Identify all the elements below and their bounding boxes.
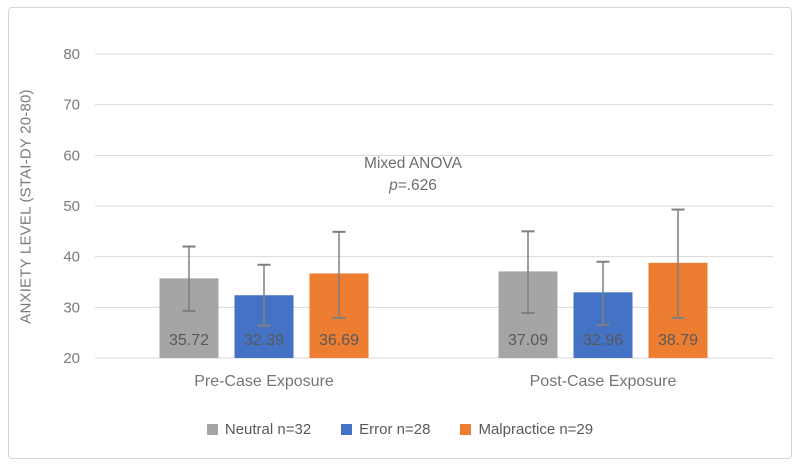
- legend-label-malpractice: Malpractice n=29: [478, 421, 594, 438]
- chart-border-frame: [8, 7, 792, 459]
- data-label-neutral-post: 37.09: [508, 332, 548, 349]
- y-tick-label-80: 80: [63, 46, 80, 63]
- data-label-malpractice-post: 38.79: [658, 332, 698, 349]
- anova-annotation: Mixed ANOVA p=.626: [364, 153, 462, 197]
- y-tick-label-50: 50: [63, 198, 80, 215]
- category-label-post-case: Post-Case Exposure: [529, 373, 677, 390]
- y-tick-label-30: 30: [63, 299, 80, 316]
- y-tick-label-20: 20: [63, 350, 80, 367]
- data-label-malpractice-pre: 36.69: [319, 332, 359, 349]
- legend-swatch-error: [341, 424, 353, 435]
- data-label-error-post: 32.96: [583, 332, 623, 349]
- data-label-error-pre: 32.39: [244, 332, 284, 349]
- legend: Neutral n=32 Error n=28 Malpractice n=29: [0, 421, 800, 438]
- y-tick-label-40: 40: [63, 249, 80, 266]
- legend-swatch-malpractice: [460, 424, 472, 435]
- legend-label-error: Error n=28: [359, 421, 431, 438]
- legend-swatch-neutral: [206, 424, 218, 435]
- p-symbol: p: [389, 177, 398, 194]
- legend-label-neutral: Neutral n=32: [224, 421, 312, 438]
- legend-item-error: Error n=28: [341, 421, 430, 438]
- y-tick-label-60: 60: [63, 147, 80, 164]
- y-tick-label-70: 70: [63, 97, 80, 114]
- legend-item-neutral: Neutral n=32: [206, 421, 312, 438]
- category-label-pre-case: Pre-Case Exposure: [194, 373, 334, 390]
- p-value-text: =.626: [397, 177, 437, 194]
- y-axis-title: ANXIETY LEVEL (STAI-DY 20-80): [17, 89, 35, 324]
- legend-item-malpractice: Malpractice n=29: [460, 421, 593, 438]
- anova-annotation-title: Mixed ANOVA: [364, 155, 462, 172]
- anova-annotation-pvalue: p=.626: [364, 175, 462, 197]
- data-label-neutral-pre: 35.72: [169, 332, 209, 349]
